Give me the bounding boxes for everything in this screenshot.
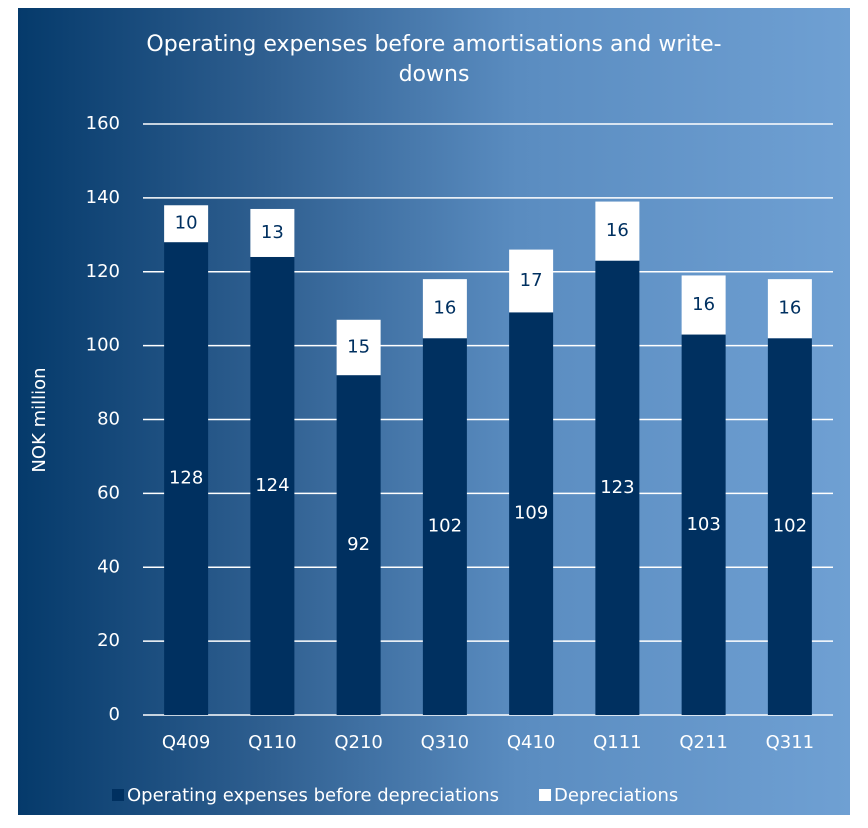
x-tick-label: Q311 [766,732,815,753]
bar-segment [336,375,381,715]
x-tick-label: Q211 [679,732,728,753]
legend-swatch [112,789,124,801]
data-label: 109 [514,503,548,524]
bar-segment [164,242,209,715]
bar-segment [336,319,381,376]
x-tick-label: Q409 [162,732,211,753]
bar-segment [422,279,467,339]
data-label: 15 [347,336,370,357]
bar-segment [250,208,295,257]
data-label: 16 [692,294,715,315]
data-label: 16 [433,298,456,319]
bar-segment [164,205,209,243]
data-label: 16 [606,220,629,241]
chart-title: Operating expenses before amortisations … [146,32,722,87]
data-label: 102 [428,516,462,537]
x-tick-label: Q310 [421,732,470,753]
y-axis-label: NOK million [29,367,50,472]
y-tick-label: 20 [97,630,120,651]
data-label: 13 [261,222,284,243]
bar-segment [250,256,295,715]
x-tick-label: Q111 [593,732,642,753]
data-label: 92 [347,534,370,555]
bar-segment [681,275,726,335]
bar-segment [509,312,554,715]
data-label: 17 [520,270,543,291]
bar-segment [767,338,812,715]
y-tick-label: 140 [86,187,120,208]
y-tick-label: 100 [86,335,120,356]
data-label: 102 [773,516,807,537]
bar-segment [509,249,554,313]
legend-label: Depreciations [554,785,678,806]
y-tick-label: 80 [97,409,120,430]
data-label: 123 [600,477,634,498]
legend-label: Operating expenses before depreciations [127,785,499,806]
bar-segment [422,338,467,715]
data-label: 103 [686,514,720,535]
data-label: 128 [169,468,203,489]
x-tick-label: Q410 [507,732,556,753]
y-tick-label: 40 [97,556,120,577]
data-label: 124 [255,475,289,496]
legend-swatch [539,789,552,801]
x-tick-label: Q210 [334,732,383,753]
y-tick-label: 60 [97,482,120,503]
bar-segment [595,201,640,261]
bar-segment [767,279,812,339]
bar-segment [595,260,640,715]
x-tick-label: Q110 [248,732,297,753]
y-tick-label: 120 [86,261,120,282]
data-label: 10 [175,213,198,234]
data-label: 16 [778,298,801,319]
y-tick-label: 0 [109,704,120,725]
bar-segment [681,334,726,715]
y-tick-label: 160 [86,113,120,134]
